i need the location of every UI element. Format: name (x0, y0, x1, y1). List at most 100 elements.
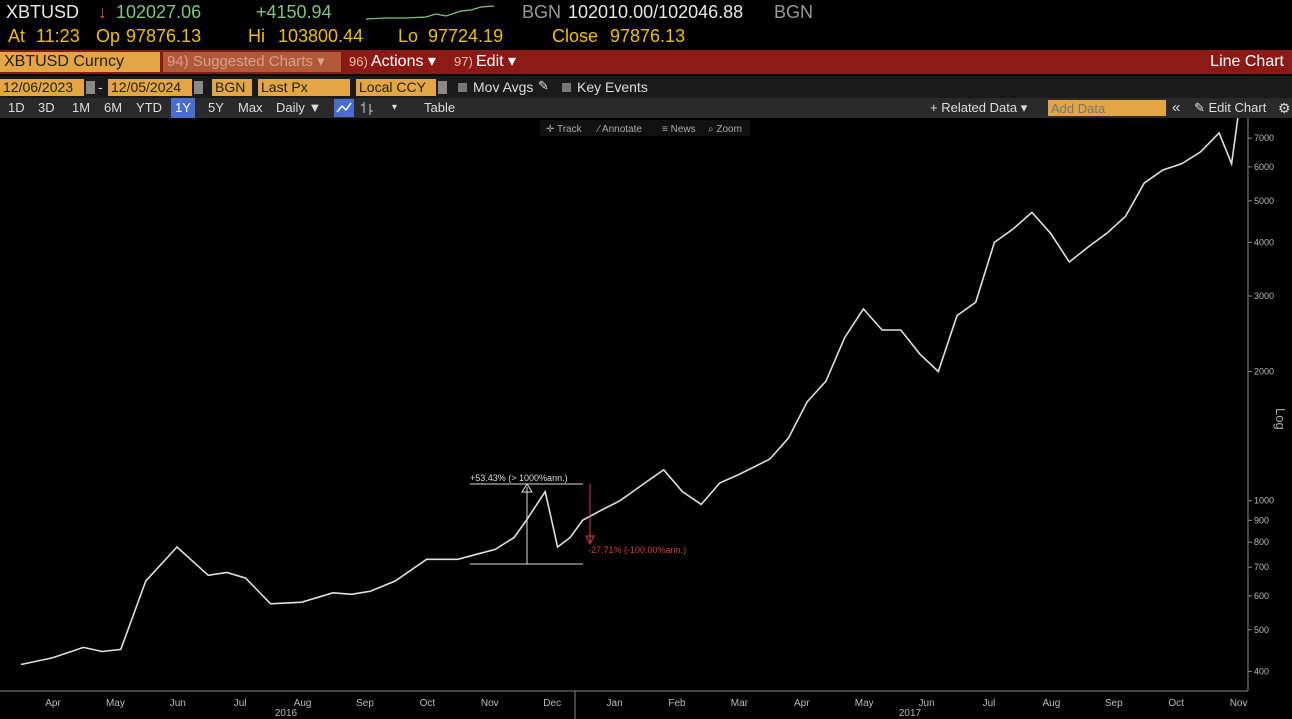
calendar-icon[interactable] (194, 81, 203, 94)
y-tick-label: 800 (1254, 537, 1269, 547)
actions-menu[interactable]: 96) Actions ▾ (345, 52, 445, 72)
table-button[interactable]: Table (424, 100, 456, 115)
quote-header: XBTUSD ↓ 102027.06 +4150.94 BGN 102010.0… (0, 0, 1292, 50)
related-data-menu[interactable]: + Related Data ▾ (930, 100, 1028, 115)
more-dropdown-icon[interactable]: ▾ (392, 102, 398, 113)
end-date-field[interactable]: 12/05/2024 (108, 79, 192, 96)
open-label: Op (96, 26, 121, 46)
at-label: At (8, 26, 26, 46)
mov-avgs-label[interactable]: Mov Avgs (473, 79, 534, 95)
y-tick-label: 2000 (1254, 367, 1274, 377)
quote-time: 11:23 (36, 26, 80, 46)
range-ytd[interactable]: YTD (136, 100, 162, 115)
source-field[interactable]: BGN (212, 79, 252, 96)
x-tick-label: Feb (668, 698, 686, 709)
ticker-label: XBTUSD (6, 2, 80, 22)
security-field[interactable]: XBTUSD Curncy (0, 52, 160, 72)
dropdown-icon[interactable] (438, 81, 447, 94)
x-tick-label: Sep (356, 698, 374, 709)
x-tick-label: Jun (170, 698, 186, 709)
add-data-input[interactable] (1048, 100, 1166, 116)
suggested-charts-label: 94) Suggested Charts ▾ (167, 53, 325, 70)
x-tick-label: May (855, 698, 874, 709)
edit-num: 97) (454, 54, 473, 69)
parameter-bar: 12/06/2023 - 12/05/2024 BGN Last Px Loca… (0, 76, 1292, 98)
x-tick-label: Jun (919, 698, 935, 709)
suggested-charts-button[interactable]: 94) Suggested Charts ▾ (163, 52, 341, 72)
calendar-icon[interactable] (86, 81, 95, 94)
y-tick-label: 900 (1254, 515, 1269, 525)
range-max[interactable]: Max (238, 100, 263, 115)
price-field-selector[interactable]: Last Px (258, 79, 350, 96)
edit-label: Edit ▾ (476, 53, 517, 70)
range-bar: 1D 3D 1M 6M YTD 1Y 5Y Max Daily ▼ ▾ Tabl… (0, 98, 1292, 118)
gain-annotation-label: +53.43% (> 1000%ann.) (470, 473, 568, 483)
x-tick-label: Nov (1230, 698, 1248, 709)
down-arrow-icon: ↓ (98, 2, 107, 22)
measure-annotation[interactable]: +53.43% (> 1000%ann.) -27.71% (-100.00%a… (470, 473, 686, 565)
gear-icon[interactable]: ⚙ (1278, 100, 1291, 116)
bid-ask: 102010.00/102046.88 (568, 2, 744, 22)
range-1d[interactable]: 1D (8, 100, 25, 115)
log-scale-label: Log (1273, 408, 1288, 430)
zoom-button[interactable]: ⌕ Zoom (708, 124, 742, 135)
range-6m[interactable]: 6M (104, 100, 123, 115)
key-events-label[interactable]: Key Events (577, 79, 648, 95)
y-tick-label: 4000 (1254, 237, 1274, 247)
y-tick-label: 3000 (1254, 291, 1274, 301)
actions-label: Actions ▾ (371, 53, 436, 70)
period-selector[interactable]: Daily ▼ (276, 100, 322, 115)
chart-type-label: Line Chart (1210, 53, 1284, 70)
security-label: XBTUSD Curncy (4, 53, 125, 70)
y-tick-label: 400 (1254, 666, 1269, 676)
low-value: 97724.19 (428, 26, 504, 46)
mov-avgs-checkbox[interactable] (458, 83, 467, 92)
x-tick-label: Dec (543, 698, 561, 709)
line-chart-icon[interactable] (334, 99, 354, 117)
x-tick-label: Mar (731, 698, 749, 709)
year-label-2017: 2017 (899, 708, 922, 719)
x-tick-label: Aug (1043, 698, 1061, 709)
ohlc-chart-icon[interactable] (360, 99, 374, 117)
price-series-line (20, 118, 1239, 666)
open-value: 97876.13 (126, 26, 202, 46)
close-label: Close (552, 26, 599, 46)
news-button[interactable]: ≡ News (662, 124, 696, 135)
actions-num: 96) (349, 54, 368, 69)
range-3d[interactable]: 3D (38, 100, 55, 115)
edit-menu[interactable]: 97) Edit ▾ (450, 52, 530, 72)
range-1m[interactable]: 1M (72, 100, 91, 115)
key-events-checkbox[interactable] (562, 83, 571, 92)
date-dash: - (98, 79, 103, 95)
y-tick-label: 700 (1254, 562, 1269, 572)
x-tick-label: Jul (234, 698, 247, 709)
sparkline (366, 5, 494, 20)
x-tick-label: Oct (420, 698, 436, 709)
bid-source: BGN (522, 2, 562, 22)
x-tick-label: Sep (1105, 698, 1123, 709)
x-tick-label: Nov (481, 698, 499, 709)
start-date-field[interactable]: 12/06/2023 (0, 79, 84, 96)
price-chart[interactable]: 400 500 600 700 800 900 1000 2000 3000 4000 5000 60… (0, 118, 1292, 719)
currency-selector[interactable]: Local CCY (356, 79, 436, 96)
track-button[interactable]: ✛ Track (546, 124, 582, 135)
x-tick-label: Apr (45, 698, 61, 709)
x-tick-label: Aug (294, 698, 312, 709)
range-1y[interactable]: 1Y (171, 98, 195, 118)
loss-annotation-label: -27.71% (-100.00%ann.) (588, 545, 686, 555)
y-tick-label: 500 (1254, 625, 1269, 635)
x-tick-label: Oct (1168, 698, 1184, 709)
net-change: +4150.94 (256, 2, 332, 22)
low-label: Lo (398, 26, 419, 46)
pencil-icon[interactable]: ✎ (538, 78, 549, 93)
y-tick-label: 600 (1254, 591, 1269, 601)
high-value: 103800.44 (278, 26, 364, 46)
range-5y[interactable]: 5Y (208, 100, 224, 115)
annotate-button[interactable]: ⁄ Annotate (598, 124, 642, 135)
collapse-icon[interactable]: « (1172, 99, 1181, 116)
edit-chart-button[interactable]: ✎ Edit Chart (1194, 100, 1267, 115)
x-tick-label: Apr (794, 698, 810, 709)
x-tick-label: Jan (607, 698, 623, 709)
close-value: 97876.13 (610, 26, 686, 46)
menu-bar: XBTUSD Curncy 94) Suggested Charts ▾ 96)… (0, 50, 1292, 74)
